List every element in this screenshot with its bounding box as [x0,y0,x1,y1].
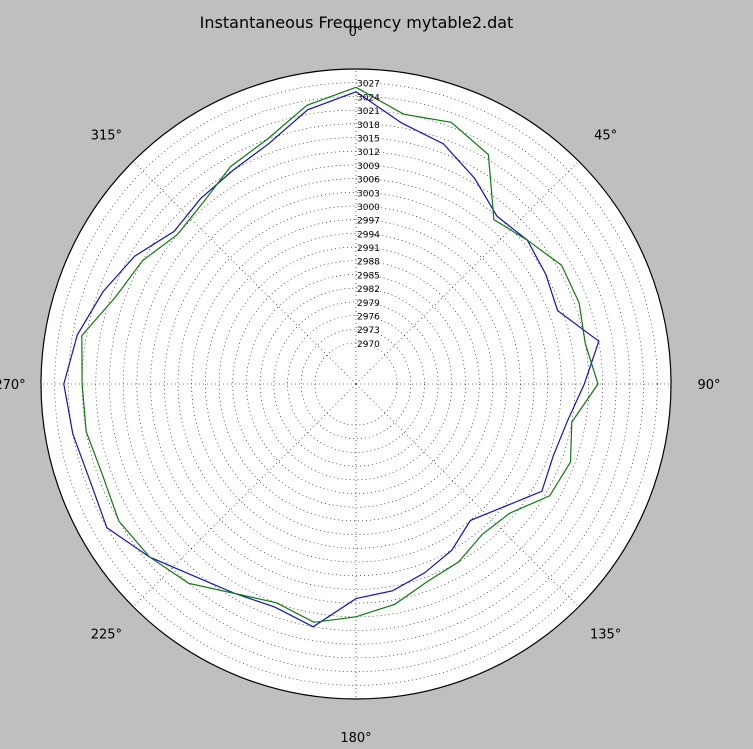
r-tick-label: 3003 [357,189,380,199]
r-tick-label: 3027 [357,80,380,90]
r-tick-label: 3021 [357,107,380,117]
r-tick-label: 2988 [357,258,380,268]
theta-tick-label: 135° [590,628,621,643]
r-tick-label: 2994 [357,230,380,240]
r-tick-label: 2973 [357,326,380,336]
chart-title: Instantaneous Frequency mytable2.dat [199,13,514,32]
tick-labels: 2970 2973 2976 2979 2982 2985 2988 2991 2994 2997… [0,25,721,746]
radius-gridline [300,328,412,440]
r-tick-label: 3000 [357,203,380,213]
radius-gridline [273,301,439,467]
radius-gridline [150,178,562,590]
radius-gridline [314,342,398,426]
r-tick-label: 2979 [357,299,380,309]
r-tick-label: 3015 [357,134,380,144]
radius-gridline [177,205,535,563]
theta-tick-label: 270° [0,378,26,393]
theta-tick-label: 225° [91,628,122,643]
angle-gridline [133,161,357,385]
radius-gridline [54,82,658,686]
r-tick-label: 2982 [357,285,380,295]
series-layer [63,86,600,628]
angle-gridline [355,383,579,607]
angle-gridline [355,161,579,385]
r-tick-label: 3006 [357,176,380,186]
theta-tick-label: 90° [697,378,720,393]
series-line-1 [63,91,600,628]
r-tick-label: 2997 [357,217,380,227]
r-tick-label: 3012 [357,148,380,158]
radius-gridline [95,123,617,645]
radius-gridline [163,191,549,577]
polar-grid [41,69,671,699]
r-tick-label: 3024 [357,93,380,103]
radius-gridline [68,96,644,672]
theta-tick-label: 315° [91,128,122,143]
radius-gridline [109,137,603,631]
r-tick-label: 2970 [357,340,380,350]
radius-gridline [287,315,425,453]
radius-gridline [122,150,590,618]
series-line-2 [81,86,599,623]
r-tick-label: 3018 [357,121,380,131]
radius-gridline [232,260,480,508]
radius-gridline [191,219,521,549]
theta-tick-label: 45° [594,128,617,143]
radius-gridline [136,164,576,604]
radius-gridline [205,233,507,535]
theta-tick-label: 0° [349,25,364,40]
r-tick-label: 2991 [357,244,380,254]
theta-tick-label: 180° [340,731,371,746]
r-tick-label: 2985 [357,271,380,281]
r-tick-label: 2976 [357,313,380,323]
radius-gridline [259,287,453,481]
r-tick-label: 3009 [357,162,380,172]
radius-gridline [246,274,466,494]
angle-gridline [133,383,357,607]
radius-gridline [218,246,494,522]
